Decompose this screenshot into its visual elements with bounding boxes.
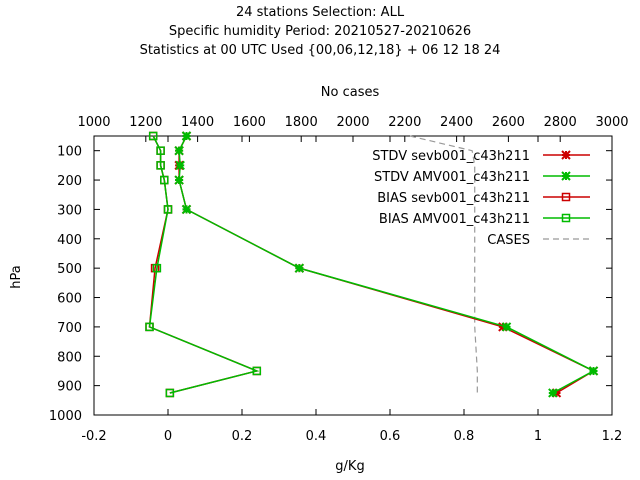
x2-axis-label: No cases — [321, 85, 380, 100]
data-point — [548, 388, 558, 398]
x-tick-label: 0.2 — [232, 429, 253, 444]
data-point — [145, 322, 154, 332]
y-tick-label: 300 — [57, 203, 82, 218]
x-tick-label: 1.2 — [602, 429, 623, 444]
y-tick-label: 800 — [57, 350, 82, 365]
x2-tick-label: 1800 — [285, 115, 318, 130]
data-point — [160, 175, 169, 185]
series-line — [148, 135, 260, 394]
y-tick-label: 600 — [57, 292, 82, 307]
x2-tick-label: 1000 — [77, 115, 110, 130]
y-tick-label: 200 — [57, 174, 82, 189]
x-tick-label: 0.6 — [380, 429, 401, 444]
y-tick-label: 100 — [57, 145, 82, 160]
legend: STDV sevb001_c43h211 STDV AMV001_c43h211 B… — [372, 149, 590, 248]
data-point — [156, 161, 165, 170]
chart-title-line-2: Specific humidity Period: 20210527-20210… — [169, 24, 471, 39]
series-bias-amv001-c43h211 — [145, 131, 262, 398]
data-point — [156, 146, 165, 155]
y-tick-label: 500 — [57, 262, 82, 277]
data-point — [501, 322, 512, 332]
legend-marker — [561, 150, 571, 160]
legend-label: BIAS AMV001_c43h211 — [379, 212, 530, 227]
series-line — [409, 135, 478, 393]
legend-label: BIAS sevb001_c43h211 — [377, 191, 530, 206]
x2-tick-label: 2000 — [336, 115, 369, 130]
x-tick-label: 0.8 — [454, 429, 475, 444]
data-point — [174, 145, 184, 156]
x-tick-label: 0 — [164, 429, 172, 444]
x2-tick-label: 1400 — [181, 115, 214, 130]
series-line — [148, 135, 260, 394]
x2-tick-label: 1200 — [129, 115, 162, 130]
x-tick-label: 1 — [534, 429, 542, 444]
legend-marker — [561, 213, 571, 223]
x2-tick-label: 2600 — [492, 115, 525, 130]
chart-title-line-1: 24 stations Selection: ALL — [236, 5, 405, 20]
series-layer — [145, 131, 599, 398]
data-point — [294, 263, 305, 273]
x2-tick-label: 2400 — [440, 115, 473, 130]
data-point — [175, 160, 185, 171]
legend-label: STDV AMV001_c43h211 — [374, 170, 530, 185]
legend-label: CASES — [487, 233, 530, 248]
data-point — [588, 366, 599, 376]
y-tick-label: 900 — [57, 380, 82, 395]
x2-tick-label: 2200 — [388, 115, 421, 130]
data-point — [148, 131, 158, 141]
data-point — [181, 131, 192, 141]
series-stdv-amv001-c43h211 — [174, 131, 599, 398]
series-bias-sevb001-c43h211 — [145, 131, 262, 398]
x2-tick-label: 3000 — [595, 115, 628, 130]
legend-marker — [561, 192, 571, 202]
data-point — [181, 204, 192, 215]
data-point — [163, 205, 173, 214]
legend-marker — [561, 171, 571, 181]
y-tick-label: 700 — [57, 321, 82, 336]
chart-title-line-3: Statistics at 00 UTC Used {00,06,12,18} … — [140, 43, 501, 58]
y-tick-label: 1000 — [49, 409, 82, 424]
data-point — [165, 388, 175, 398]
y-axis-label: hPa — [9, 265, 24, 288]
axis-ticks: -0.2 0 0.2 0.4 0.6 0.8 1 1.2 1000 1200 1400 1600 180… — [49, 115, 629, 444]
x-tick-label: 0.4 — [306, 429, 327, 444]
legend-label: STDV sevb001_c43h211 — [372, 149, 530, 164]
plot-frame — [93, 135, 613, 416]
data-point — [174, 175, 184, 185]
x2-tick-label: 2800 — [544, 115, 577, 130]
data-point — [252, 366, 262, 376]
x-axis-label: g/Kg — [335, 459, 364, 474]
x2-tick-label: 1600 — [233, 115, 266, 130]
y-tick-label: 400 — [57, 233, 82, 248]
data-point — [152, 263, 162, 273]
x-tick-label: -0.2 — [81, 429, 106, 444]
series-cases — [409, 135, 478, 393]
